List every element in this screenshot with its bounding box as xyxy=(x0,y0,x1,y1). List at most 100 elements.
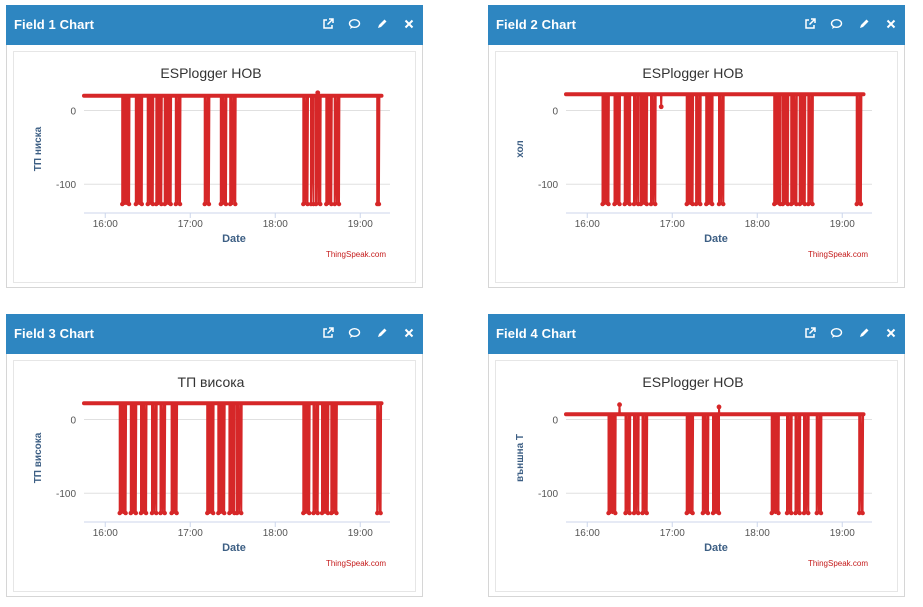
data-point xyxy=(684,201,689,207)
data-point xyxy=(801,510,807,516)
data-point xyxy=(797,510,802,516)
chart-title: ESPlogger HOB xyxy=(160,65,261,81)
data-point xyxy=(313,201,319,207)
panel-header: Field 2 Chart xyxy=(488,5,905,45)
pencil-icon[interactable] xyxy=(375,326,388,339)
data-point xyxy=(169,510,174,516)
chart-area: ESPlogger HOB ТП ниска Date ThingSpeak.c… xyxy=(13,51,416,283)
y-axis-label: външна Т xyxy=(515,434,526,482)
close-icon[interactable] xyxy=(402,326,415,339)
line-chart: ТП висока ТП висока Date ThingSpeak.com … xyxy=(33,374,390,568)
x-tick-label: 18:00 xyxy=(263,219,288,230)
data-point xyxy=(690,510,695,516)
data-point xyxy=(319,510,325,516)
data-point xyxy=(658,104,664,110)
data-point xyxy=(776,510,781,516)
series-line xyxy=(84,91,382,206)
data-point xyxy=(814,510,819,516)
external-link-icon[interactable] xyxy=(803,326,816,339)
data-point xyxy=(716,510,722,516)
data-point xyxy=(154,201,159,207)
close-icon[interactable] xyxy=(884,326,897,339)
comment-icon[interactable] xyxy=(830,17,843,30)
data-point xyxy=(133,201,139,207)
chart-area: ТП висока ТП висока Date ThingSpeak.com … xyxy=(13,360,416,592)
data-point xyxy=(700,510,706,516)
data-point xyxy=(133,510,139,516)
chart-credit[interactable]: ThingSpeak.com xyxy=(326,250,386,259)
panel-title: Field 2 Chart xyxy=(496,17,577,32)
x-axis-label: Date xyxy=(222,233,246,245)
line-chart: ESPlogger HOB ТП ниска Date ThingSpeak.c… xyxy=(33,65,390,259)
data-point xyxy=(818,510,824,516)
data-point xyxy=(228,201,233,207)
close-icon[interactable] xyxy=(402,17,415,30)
external-link-icon[interactable] xyxy=(803,17,816,30)
data-point xyxy=(332,201,337,207)
data-point xyxy=(318,201,323,207)
data-point xyxy=(305,201,310,207)
data-point xyxy=(206,201,212,207)
data-point xyxy=(375,510,380,516)
data-point xyxy=(806,201,811,207)
data-point xyxy=(177,201,183,207)
chart-credit[interactable]: ThingSpeak.com xyxy=(808,250,868,259)
data-point xyxy=(150,201,156,207)
close-icon[interactable] xyxy=(884,17,897,30)
data-point xyxy=(234,510,240,516)
data-point xyxy=(802,201,808,207)
data-point xyxy=(640,510,645,516)
data-point xyxy=(128,510,133,516)
y-tick-label: 0 xyxy=(552,415,558,426)
x-axis-label: Date xyxy=(222,542,246,554)
data-point xyxy=(617,402,622,408)
data-point xyxy=(606,201,611,207)
comment-icon[interactable] xyxy=(830,326,843,339)
data-point xyxy=(780,201,785,207)
x-tick-label: 16:00 xyxy=(575,528,600,539)
data-point xyxy=(857,510,862,516)
x-axis-label: Date xyxy=(704,233,728,245)
data-point xyxy=(772,201,777,207)
panel-header: Field 1 Chart xyxy=(6,5,423,45)
data-point xyxy=(698,201,703,207)
chart-title: ESPlogger HOB xyxy=(642,374,743,390)
comment-icon[interactable] xyxy=(348,326,361,339)
pencil-icon[interactable] xyxy=(375,17,388,30)
data-point xyxy=(860,510,865,516)
data-point xyxy=(174,510,179,516)
data-point xyxy=(636,510,641,516)
data-point xyxy=(205,510,210,516)
chart-credit[interactable]: ThingSpeak.com xyxy=(326,559,386,568)
data-point xyxy=(769,510,774,516)
data-point xyxy=(211,510,216,516)
data-point xyxy=(653,201,658,207)
data-point xyxy=(613,510,618,516)
data-point xyxy=(617,201,622,207)
data-point xyxy=(307,510,312,516)
x-tick-label: 17:00 xyxy=(178,528,203,539)
data-point xyxy=(606,510,611,516)
data-point xyxy=(644,201,649,207)
data-point xyxy=(336,201,342,207)
data-point xyxy=(325,510,331,516)
y-tick-label: -100 xyxy=(538,180,558,191)
data-point xyxy=(154,510,159,516)
comment-icon[interactable] xyxy=(348,17,361,30)
y-tick-label: -100 xyxy=(56,489,76,500)
data-point xyxy=(202,201,207,207)
pencil-icon[interactable] xyxy=(857,17,870,30)
pencil-icon[interactable] xyxy=(857,326,870,339)
data-point xyxy=(117,510,122,516)
data-point xyxy=(716,404,722,410)
panel-field-4: Field 4 Chart ESPlogger HOB външна Т Dat… xyxy=(488,314,905,597)
external-link-icon[interactable] xyxy=(321,326,334,339)
data-point xyxy=(334,510,339,516)
external-link-icon[interactable] xyxy=(321,17,334,30)
x-tick-label: 17:00 xyxy=(660,528,685,539)
y-tick-label: -100 xyxy=(56,180,76,191)
data-point xyxy=(793,510,798,516)
chart-title: ТП висока xyxy=(178,374,245,390)
chart-credit[interactable]: ThingSpeak.com xyxy=(808,559,868,568)
x-tick-label: 19:00 xyxy=(830,219,855,230)
